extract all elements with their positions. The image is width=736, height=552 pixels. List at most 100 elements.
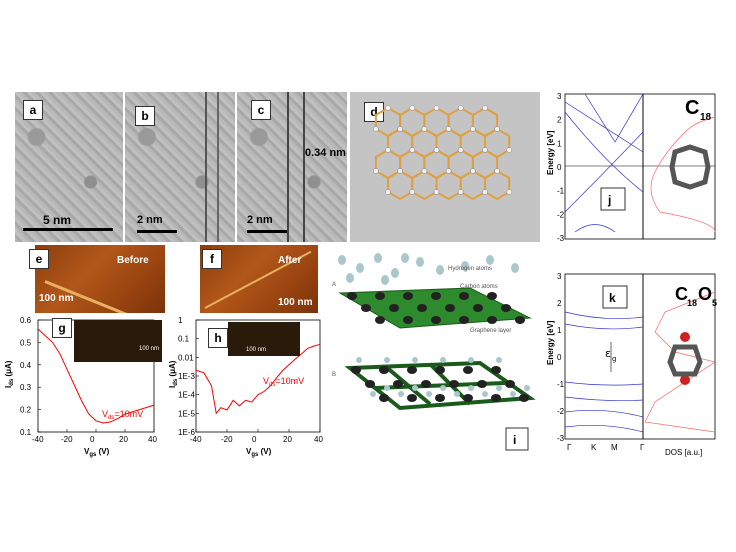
band-line bbox=[564, 323, 644, 330]
band-panel-j: 3 2 1 0 -1 -2 -3 Energy [eV] j C 18 bbox=[545, 92, 725, 272]
afm-scale-f: 100 nm bbox=[278, 297, 313, 308]
inset-scale-g: 100 nm bbox=[138, 346, 159, 352]
carbon-atom bbox=[505, 380, 515, 388]
x-tick-label: 0 bbox=[252, 435, 257, 444]
atom-dot bbox=[494, 168, 500, 174]
carbon-atom bbox=[491, 366, 501, 374]
panel-label-i: i bbox=[513, 433, 516, 447]
label-b-i: B bbox=[332, 372, 336, 378]
legend-graphene: Graphene layer bbox=[470, 328, 511, 334]
y-tick-label: 0.1 bbox=[178, 335, 190, 344]
panel-label-a: a bbox=[23, 100, 43, 120]
gap-sub-k: g bbox=[612, 355, 616, 363]
hex-cell bbox=[387, 169, 414, 201]
carbon-atom bbox=[389, 304, 399, 312]
legend-hydrogen: Hydrogen atoms bbox=[448, 266, 492, 272]
hydrogen-atom bbox=[384, 357, 390, 363]
panel-label-box-i bbox=[505, 427, 529, 451]
dos-frame-j bbox=[642, 93, 716, 240]
molecule-j: C bbox=[685, 97, 699, 119]
atom-dot bbox=[433, 189, 440, 195]
oxygen-atom-icon bbox=[680, 375, 690, 385]
hydrogen-atom bbox=[524, 385, 530, 391]
x-tick-label-k: K bbox=[591, 443, 597, 452]
lattice-svg bbox=[373, 105, 512, 201]
atom-dot bbox=[385, 189, 391, 195]
scale-text-a: 5 nm bbox=[43, 213, 72, 227]
atom-dot bbox=[409, 147, 415, 153]
carbon-atom bbox=[431, 316, 441, 324]
y-tick-label: 1E-3 bbox=[178, 372, 195, 381]
y-tick-label: 1 bbox=[178, 316, 183, 325]
carbon-atom bbox=[365, 380, 375, 388]
hydrogen-atom bbox=[412, 385, 418, 391]
chart-h-svg: -40 -20 0 20 40 1E-6 1E-5 1E-4 1E-3 0.01 0.1 1 Vgs (… bbox=[168, 316, 323, 458]
y-tick-label-j: -3 bbox=[557, 234, 565, 243]
panel-label-b: b bbox=[135, 106, 155, 126]
atom-dot bbox=[470, 168, 476, 174]
carbon-atom bbox=[491, 394, 501, 402]
y-tick-label-j: 0 bbox=[557, 163, 562, 172]
band-line bbox=[564, 111, 644, 193]
hydrogen-atom bbox=[468, 357, 474, 363]
y-tick-label: 1E-6 bbox=[178, 428, 195, 437]
hydrogen-atom bbox=[436, 265, 444, 275]
panel-label-c: c bbox=[251, 100, 271, 120]
x-tick-label: -20 bbox=[221, 435, 233, 444]
atom-dot bbox=[470, 126, 476, 132]
carbon-atom bbox=[477, 380, 487, 388]
energy-axis-label-j: Energy [eV] bbox=[546, 130, 555, 175]
y-tick-label-k: 0 bbox=[557, 353, 562, 362]
atom-dot bbox=[385, 105, 391, 111]
hydrogen-atom bbox=[391, 268, 399, 278]
y-axis-label: Ids (μA) bbox=[168, 360, 179, 388]
x-tick-label-k: Γ bbox=[567, 443, 572, 452]
y-tick-label: 0.5 bbox=[20, 338, 32, 347]
carbon-atom bbox=[431, 292, 441, 300]
hydrogen-atom bbox=[356, 357, 362, 363]
hydrogen-atom bbox=[374, 253, 382, 263]
chart-panel-h: -40 -20 0 20 40 1E-6 1E-5 1E-4 1E-3 0.01 0.1 1 Vgs (… bbox=[168, 312, 330, 462]
hydrogen-atom bbox=[496, 385, 502, 391]
molecule-mid-k: O bbox=[698, 284, 712, 304]
carbon-atom bbox=[347, 292, 357, 300]
chart-g-svg: -40 -20 0 20 40 0.1 0.2 0.3 0.4 0.5 0.6 Vgs (V) Ids … bbox=[4, 316, 157, 458]
x-tick-label: -40 bbox=[190, 435, 202, 444]
chart-panel-g: -40 -20 0 20 40 0.1 0.2 0.3 0.4 0.5 0.6 Vgs (V) Ids … bbox=[4, 312, 174, 462]
carbon-atom bbox=[407, 394, 417, 402]
bands-k bbox=[564, 311, 644, 433]
x-tick-label-k: Γ bbox=[640, 443, 645, 452]
gap-label-k: ε bbox=[605, 347, 611, 360]
tem-panel-a: a 5 nm bbox=[15, 92, 123, 242]
scale-bar-a bbox=[23, 228, 113, 231]
band-panel-k: 3 2 1 0 -1 -2 -3 Energy [eV] k C 18 O 5 ε g Γ K… bbox=[545, 272, 725, 462]
bond-line bbox=[383, 364, 432, 406]
atom-dot bbox=[397, 126, 403, 132]
hydrogen-atom bbox=[496, 357, 502, 363]
carbon-atom bbox=[361, 304, 371, 312]
bands-j bbox=[564, 93, 644, 233]
panel-label-e: e bbox=[29, 249, 49, 269]
schematic-svg-i: Hydrogen atoms Carbon atoms Graphene lay… bbox=[332, 253, 536, 451]
band-line bbox=[564, 381, 644, 386]
panel-label-g: g bbox=[52, 318, 72, 338]
hex-cell bbox=[435, 169, 462, 201]
band-line bbox=[564, 396, 644, 401]
carbon-atom bbox=[403, 292, 413, 300]
y-axis-label: Ids (μA) bbox=[4, 360, 15, 388]
carbon-atom bbox=[487, 316, 497, 324]
atom-dot bbox=[409, 189, 415, 195]
y-tick-label-j: 2 bbox=[557, 116, 562, 125]
carbon-atom bbox=[459, 292, 469, 300]
band-svg-k: 3 2 1 0 -1 -2 -3 Energy [eV] k C 18 O 5 ε g Γ K… bbox=[546, 272, 717, 457]
y-tick-label-k: 2 bbox=[557, 299, 562, 308]
atom-dot bbox=[445, 126, 452, 132]
atom-dot bbox=[457, 189, 464, 195]
atom-dot bbox=[421, 168, 428, 174]
molecule-sub2-k: 5 bbox=[712, 298, 717, 308]
carbon-atom bbox=[445, 304, 455, 312]
carbon-atom bbox=[473, 304, 483, 312]
afm-title-e: Before bbox=[117, 255, 149, 266]
c18-ring-icon bbox=[669, 144, 711, 190]
x-tick-label: 40 bbox=[314, 435, 323, 444]
